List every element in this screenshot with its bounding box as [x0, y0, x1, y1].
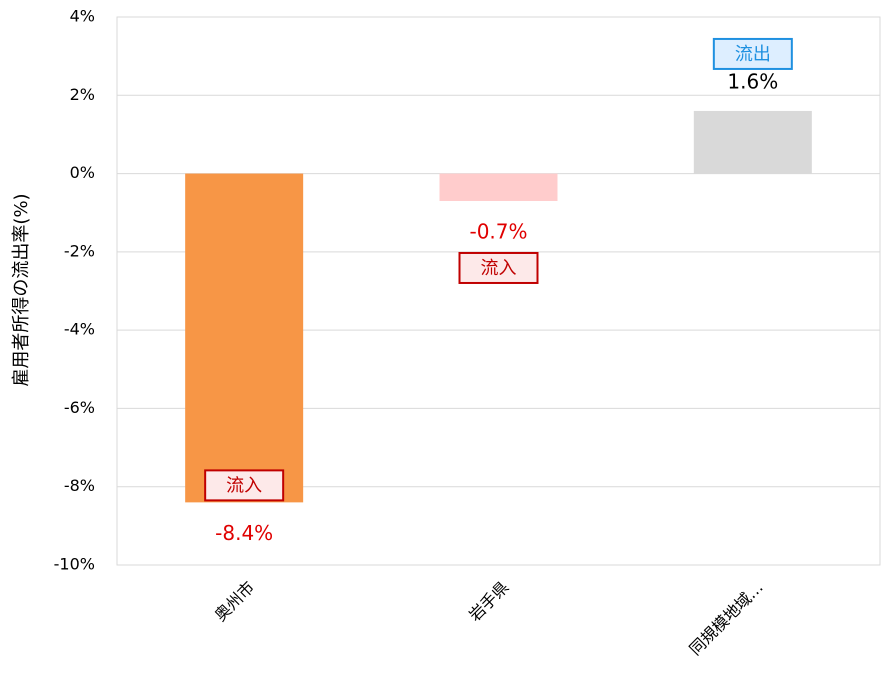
- y-tick-label: -2%: [64, 241, 95, 260]
- annotation-box: [204, 469, 285, 502]
- annotation-box: [712, 37, 793, 70]
- annotation-box: [458, 251, 539, 284]
- y-axis-label: 雇用者所得の流出率(%): [11, 193, 32, 386]
- y-tick-label: -10%: [54, 555, 95, 574]
- y-tick-label: -8%: [64, 476, 95, 495]
- data-label: -8.4%: [215, 521, 273, 545]
- y-tick-label: 4%: [70, 7, 95, 26]
- y-tick-label: -4%: [64, 320, 95, 339]
- y-tick-label: 0%: [70, 163, 95, 182]
- data-label: 1.6%: [727, 69, 778, 93]
- x-tick-label: 同規模地域…: [686, 578, 767, 659]
- y-tick-label: 2%: [70, 85, 95, 104]
- y-tick-label: -6%: [64, 398, 95, 417]
- annotation: 流入: [226, 475, 262, 496]
- bar: [439, 173, 558, 201]
- data-label: -0.7%: [469, 219, 527, 243]
- x-tick-label: 岩手県: [465, 578, 512, 625]
- plot-frame: [116, 16, 881, 566]
- bar: [185, 173, 304, 503]
- annotation: 流入: [481, 258, 517, 279]
- x-tick-label: 奥州市: [211, 578, 258, 625]
- annotation: 流出: [735, 44, 771, 65]
- bar: [693, 110, 812, 174]
